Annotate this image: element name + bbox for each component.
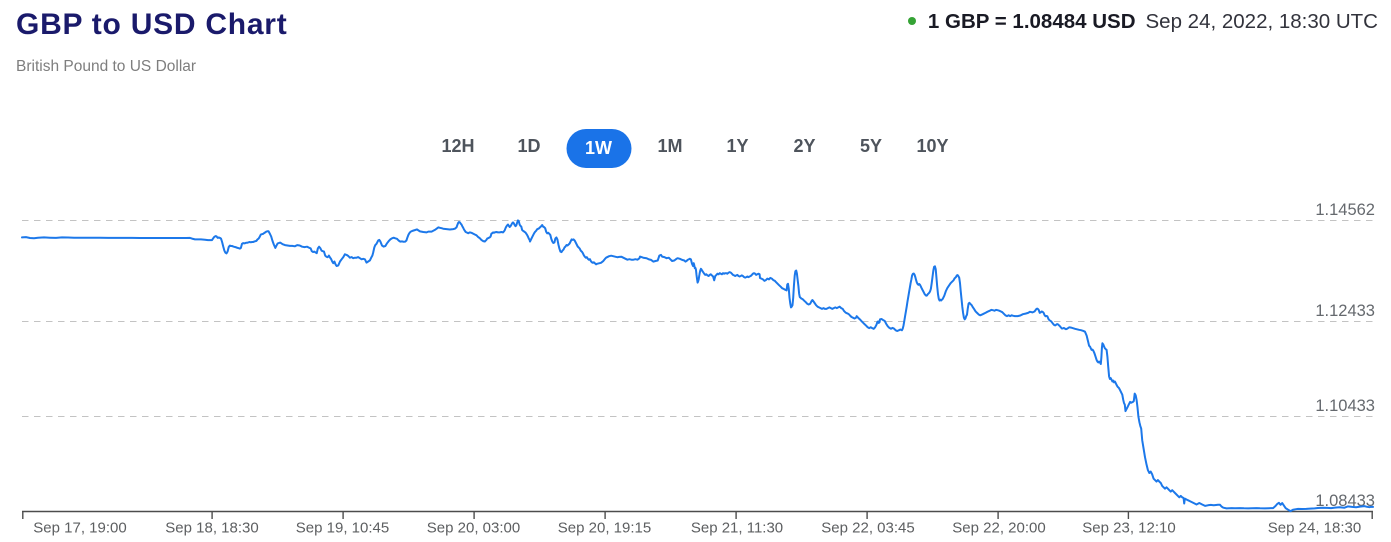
svg-text:Sep 22, 03:45: Sep 22, 03:45 [821, 520, 914, 537]
svg-text:Sep 19, 10:45: Sep 19, 10:45 [296, 520, 389, 537]
svg-text:1.10433: 1.10433 [1315, 397, 1375, 415]
svg-text:Sep 18, 18:30: Sep 18, 18:30 [165, 520, 258, 537]
svg-text:Sep 22, 20:00: Sep 22, 20:00 [952, 520, 1045, 537]
svg-text:1.08433: 1.08433 [1315, 492, 1375, 510]
svg-text:Sep 17, 19:00: Sep 17, 19:00 [33, 520, 126, 537]
svg-text:Sep 20, 03:00: Sep 20, 03:00 [427, 520, 520, 537]
svg-text:Sep 24, 18:30: Sep 24, 18:30 [1268, 520, 1361, 537]
svg-text:Sep 23, 12:10: Sep 23, 12:10 [1082, 520, 1175, 537]
svg-text:Sep 20, 19:15: Sep 20, 19:15 [558, 520, 651, 537]
svg-text:1.12433: 1.12433 [1315, 302, 1375, 320]
svg-text:Sep 21, 11:30: Sep 21, 11:30 [691, 520, 783, 537]
svg-text:1.14562: 1.14562 [1315, 201, 1375, 219]
